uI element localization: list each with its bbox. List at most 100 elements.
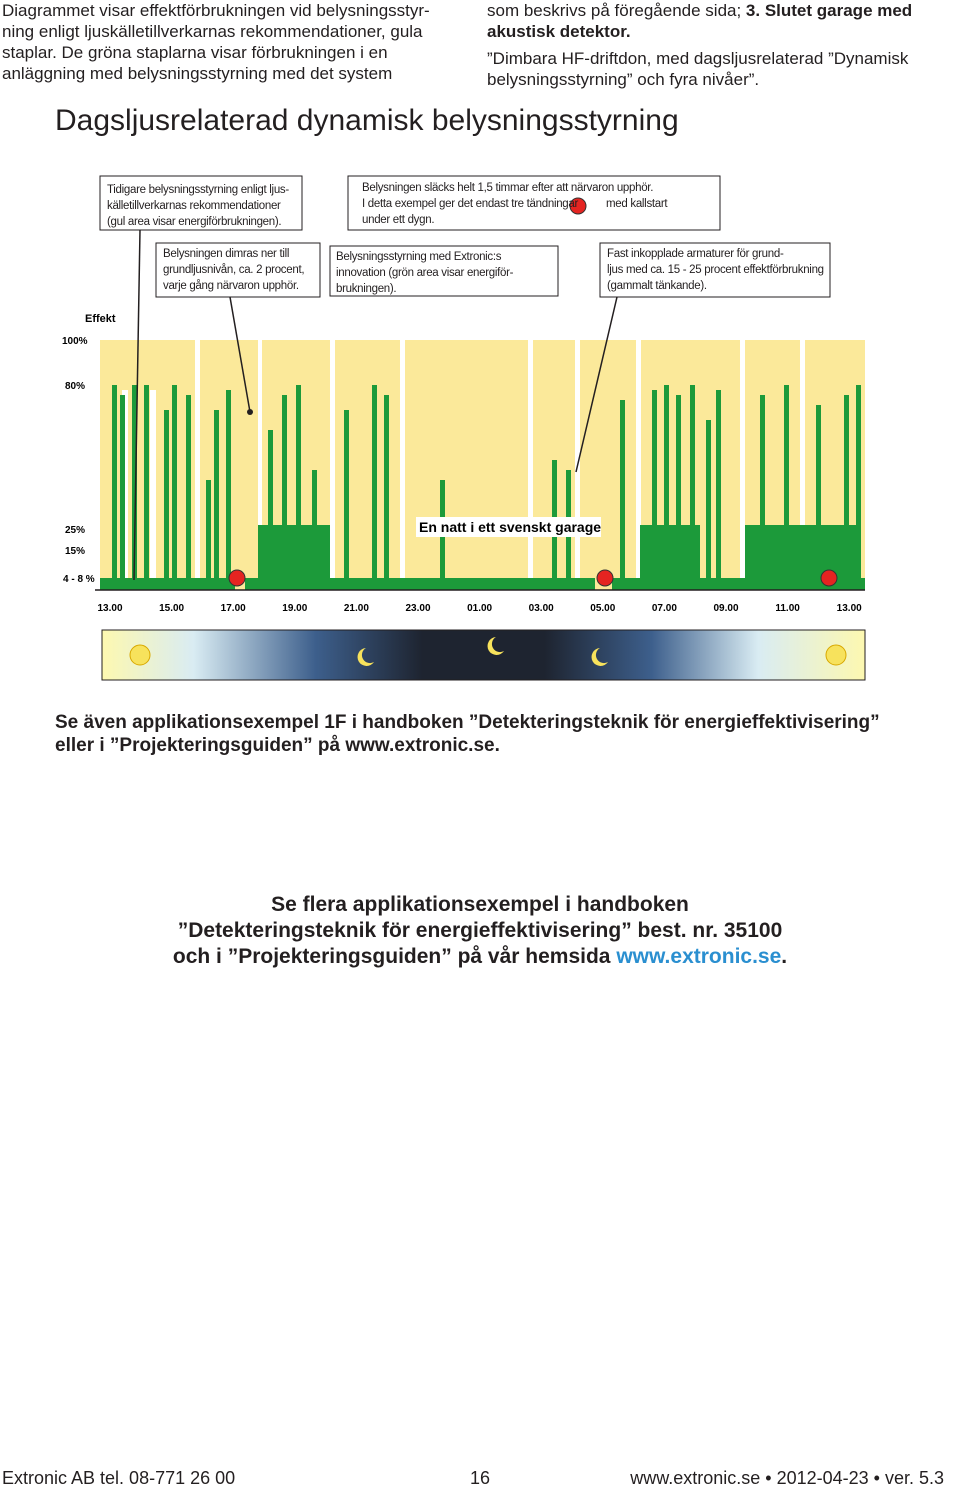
time-label: 23.00: [405, 603, 430, 614]
annotation-box: [329, 245, 559, 297]
annotation-box: [347, 175, 721, 231]
green-bar: [282, 395, 287, 590]
heading: Dagsljusrelaterad dynamisk belysningssty…: [55, 104, 679, 137]
text-line: och i ”Projekteringsguiden” på vår hemsi…: [0, 944, 960, 970]
caption-bg: [416, 517, 601, 537]
bars: [100, 340, 865, 628]
gap: [330, 340, 335, 578]
text: .: [781, 945, 788, 968]
intro-right: som beskrivs på föregående sida; 3. Slut…: [487, 0, 912, 90]
green-bar: [856, 385, 861, 590]
text: med kallstart: [606, 198, 668, 210]
sun: [129, 644, 151, 666]
text-line: staplar. De gröna staplarna visar förbru…: [2, 43, 388, 62]
text-line: Belysningen dimras ner till: [163, 248, 290, 260]
gap: [528, 340, 533, 578]
ignition: [820, 569, 838, 587]
page-number: 16: [470, 1468, 491, 1488]
green-bar: [112, 385, 117, 590]
text-line: innovation (grön area visar energiför-: [336, 267, 514, 279]
text-line: anläggning med belysningsstyrning med de…: [2, 64, 393, 83]
green-bar: [844, 395, 849, 590]
leader: [575, 296, 618, 473]
see-also: Se även applikationsexempel 1F i handbok…: [55, 711, 880, 757]
gap: [575, 340, 580, 578]
text-line: ning enligt ljuskälletillverkarnas rekom…: [2, 22, 423, 41]
gap: [636, 340, 641, 578]
green-bar: [214, 410, 219, 590]
text-line: eller i ”Projekteringsguiden” på www.ext…: [55, 735, 500, 756]
green-bar: [120, 395, 125, 590]
time-label: 05.00: [590, 603, 615, 614]
time-label: 01.00: [467, 603, 492, 614]
leader-dot: [247, 409, 253, 415]
level-labels: 100% 80% 25% 15% 4 - 8 %: [62, 336, 95, 585]
time-label: 03.00: [529, 603, 554, 614]
time-labels: 13.00 15.00 17.00 19.00 21.00 23.00 01.00 03.00…: [97, 603, 862, 614]
text-line: Diagrammet visar effektförbrukningen vid…: [2, 1, 430, 20]
green-bar: [164, 410, 169, 590]
gap: [150, 390, 156, 628]
text: och i ”Projekteringsguiden” på vår hemsi…: [172, 945, 617, 968]
ignition-icon: [569, 197, 587, 215]
green-bar: [296, 385, 301, 590]
green-bar: [784, 385, 789, 590]
green-bar: [144, 385, 149, 590]
annotation: Belysningsstyrning med Extronic:s innova…: [336, 249, 513, 297]
leader: [229, 296, 251, 413]
more-info: Se flera applikationsexempel i handboken…: [0, 892, 960, 970]
green-bar: [226, 390, 231, 590]
gap: [400, 340, 405, 578]
green-bar: [372, 385, 377, 590]
green-bar: [384, 395, 389, 590]
annotation: Fast inkopplade armaturer för grund- lju…: [607, 246, 824, 294]
diagram: En natt i ett svenskt garage Effekt 100%…: [62, 175, 866, 681]
text-line: ”Dimbara HF-driftdon, med dagsljusrelate…: [487, 49, 909, 68]
green-bar: [652, 390, 657, 590]
green-bar: [664, 385, 669, 590]
text-line: belysningsstyrning” och fyra nivåer”.: [487, 70, 760, 89]
time-label: 13.00: [837, 603, 862, 614]
link[interactable]: www.extronic.se: [616, 945, 782, 968]
green-bar: [172, 385, 177, 590]
green-bar: [268, 430, 273, 590]
gap: [195, 340, 200, 578]
text-line: Belysningen släcks helt 1,5 timmar efter…: [362, 182, 654, 194]
text-line: ”Detekteringsteknik för energieffektivis…: [177, 919, 783, 942]
time-label: 07.00: [652, 603, 677, 614]
text: 3. Slutet garage med: [745, 1, 913, 20]
text-line: brukningen).: [336, 283, 397, 295]
text-line: (gammalt tänkande).: [607, 280, 707, 292]
level-label: 4 - 8 %: [63, 574, 95, 585]
green-bar: [716, 390, 721, 590]
text-line: Se flera applikationsexempel i handboken: [271, 893, 689, 916]
text-line: ljus med ca. 15 - 25 procent effektförbr…: [607, 264, 824, 276]
annotation-box: [599, 242, 831, 298]
time-label: 21.00: [344, 603, 369, 614]
green-bar: [620, 400, 625, 590]
gap: [258, 340, 262, 578]
gap: [740, 340, 745, 578]
annotation: Tidigare belysningsstyrning enligt ljus-…: [107, 182, 289, 230]
text-line: som beskrivs på föregående sida; 3. Slut…: [487, 0, 912, 21]
time-label: 17.00: [221, 603, 246, 614]
sun: [825, 644, 847, 666]
level-label: 25%: [65, 525, 85, 536]
intro-left: Diagrammet visar effektförbrukningen vid…: [2, 0, 472, 84]
green-base: [245, 578, 595, 590]
text-line: grundljusnivån, ca. 2 procent,: [163, 264, 305, 276]
text-line: varje gång närvaron upphör.: [163, 280, 299, 292]
caption: En natt i ett svenskt garage: [419, 519, 601, 535]
green-bar: [760, 395, 765, 590]
footer-left: Extronic AB tel. 08-771 26 00: [2, 1468, 236, 1488]
level-label: 80%: [65, 381, 85, 392]
text-line: akustisk detektor.: [487, 22, 631, 41]
green-bar: [706, 420, 711, 590]
green-bar: [816, 405, 821, 590]
text-line: I detta exempel ger det endast tre tändn…: [362, 196, 668, 212]
green-bar: [676, 395, 681, 590]
green-bar: [206, 480, 211, 590]
text-line: Se även applikationsexempel 1F i handbok…: [55, 712, 880, 733]
time-label: 19.00: [282, 603, 307, 614]
